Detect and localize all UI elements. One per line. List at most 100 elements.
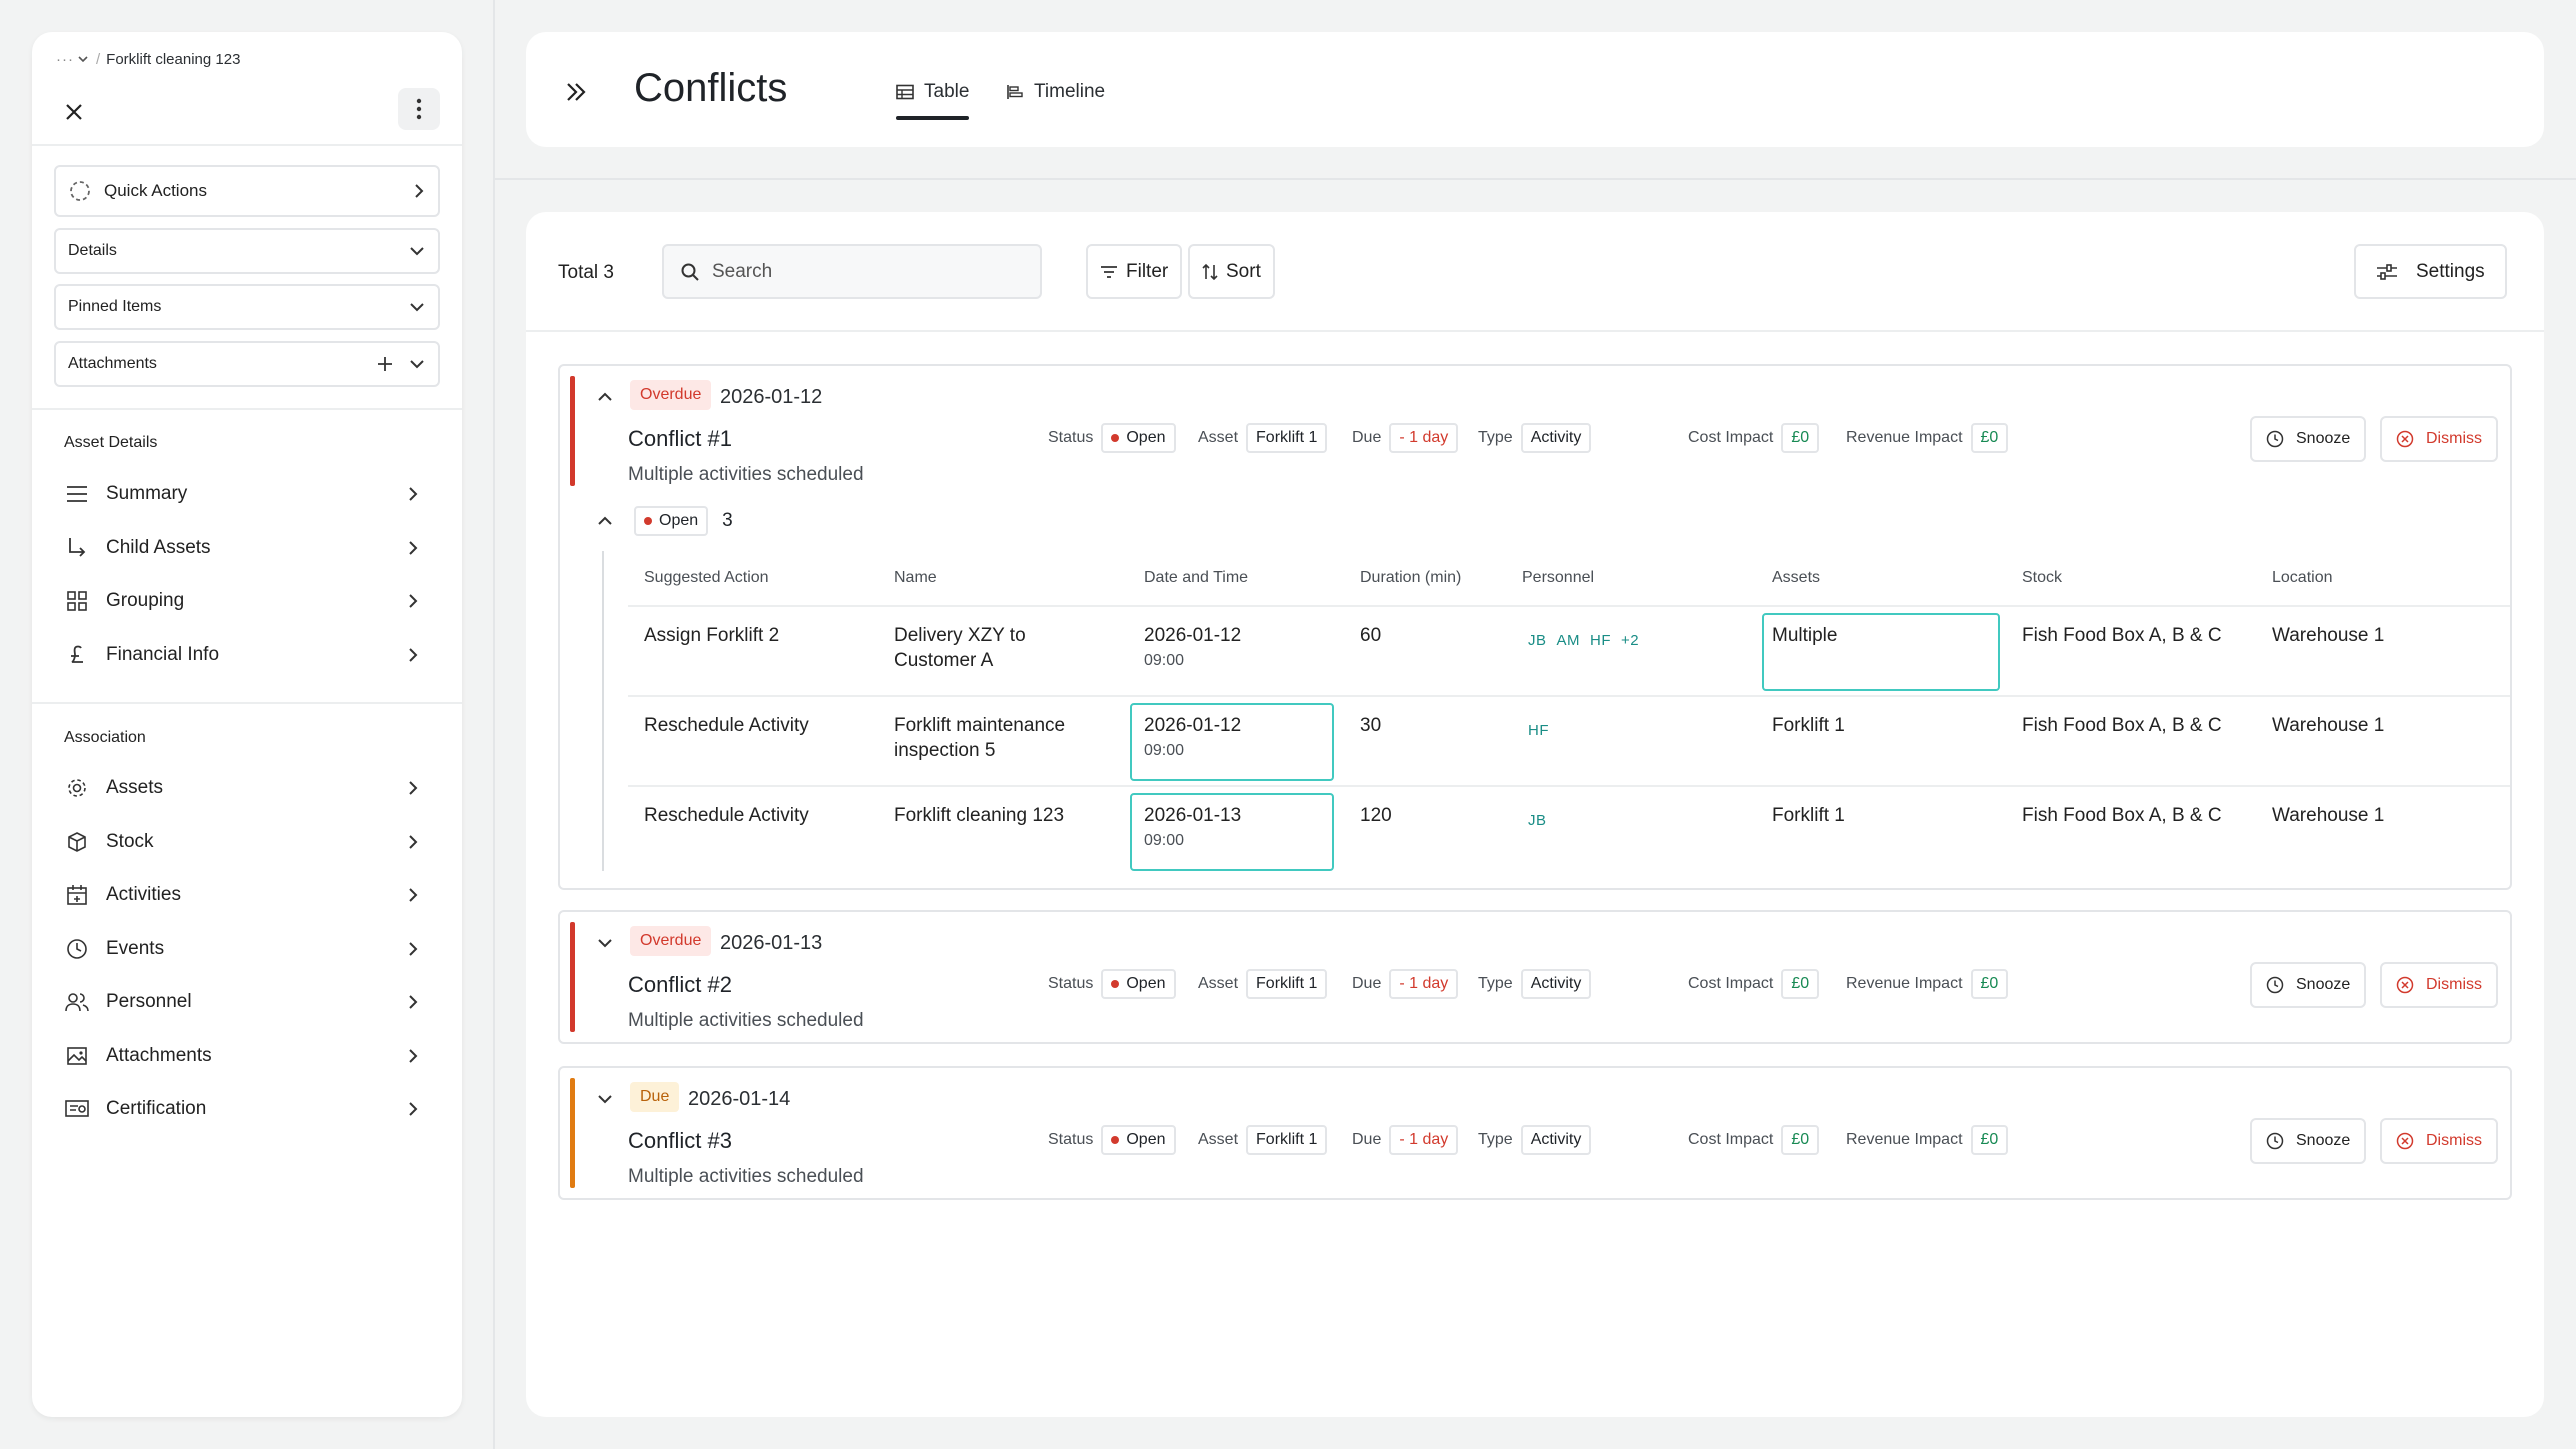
more-options-button[interactable] [398,88,440,130]
meta-cost: Cost Impact £0 [1688,1125,1820,1155]
meta-label: Asset [1198,429,1239,446]
personnel-avatar[interactable]: +2 [1621,632,1640,649]
sidebar-item-summary[interactable]: Summary [64,474,464,514]
snooze-button[interactable]: Snooze [2250,962,2367,1008]
meta-type: Type Activity [1478,969,1592,999]
cost-chip: £0 [1781,1125,1820,1155]
sidebar-item-label: Summary [106,483,188,504]
quick-actions-button[interactable]: Quick Actions [54,165,440,217]
expand-sidebar-icon[interactable] [556,72,596,112]
meta-label: Revenue Impact [1846,975,1963,992]
sidebar-item-attachments[interactable]: Attachments [64,1036,464,1076]
asset-details-heading: Asset Details [64,434,158,451]
status-badge: Overdue [630,380,712,410]
assets-value: Forklift 1 [1772,805,1845,826]
sidebar-item-certification[interactable]: Certification [64,1089,464,1129]
conflict-subtitle: Multiple activities scheduled [628,1166,864,1187]
sidebar-item-activities[interactable]: Activities [64,875,464,915]
column-header: Location [2272,569,2333,586]
close-icon[interactable] [52,90,96,134]
sort-button[interactable]: Sort [1188,244,1275,299]
page-title: Conflicts [634,66,788,110]
dismiss-button[interactable]: Dismiss [2380,416,2498,462]
date-cell-highlight[interactable] [1130,703,1334,781]
status-chip: Open [1101,1125,1176,1155]
chevron-down-icon[interactable] [408,357,426,371]
meta-label: Revenue Impact [1846,1131,1963,1148]
sidebar-item-grouping[interactable]: Grouping [64,581,464,621]
details-label: Details [68,242,117,259]
date-cell-highlight[interactable] [1130,793,1334,871]
sidebar-item-child-assets[interactable]: Child Assets [64,528,464,568]
filter-label: Filter [1126,260,1169,282]
assets-value: Forklift 1 [1772,715,1845,736]
type-chip: Activity [1520,1125,1592,1155]
chevron-right-icon [412,182,426,200]
dismiss-button[interactable]: Dismiss [2380,962,2498,1008]
table-row[interactable]: Assign Forklift 2 Delivery XZY to Custome… [628,607,2510,697]
plus-icon[interactable] [376,355,394,373]
meta-label: Asset [1198,1131,1239,1148]
table-row[interactable]: Reschedule Activity Forklift cleaning 12… [628,787,2510,877]
chevron-right-icon [406,646,420,664]
chevron-right-icon [406,485,420,503]
personnel-avatar[interactable]: HF [1590,632,1612,649]
filter-icon [1100,265,1118,279]
grid-icon [64,590,90,612]
meta-revenue: Revenue Impact £0 [1846,969,2009,999]
status-badge: Overdue [630,926,712,956]
revenue-chip: £0 [1970,1125,2009,1155]
personnel-avatar[interactable]: HF [1528,722,1549,739]
assets-cell-highlight[interactable] [1762,613,2000,691]
chevron-up-icon[interactable] [590,514,620,528]
expand-toggle[interactable] [590,928,620,958]
snooze-button[interactable]: Snooze [2250,1118,2367,1164]
revenue-chip: £0 [1970,969,2009,999]
sidebar-item-assets[interactable]: Assets [64,768,464,808]
dismiss-label: Dismiss [2426,430,2482,447]
search-icon [680,262,700,282]
meta-asset: Asset Forklift 1 [1198,969,1328,999]
dismiss-button[interactable]: Dismiss [2380,1118,2498,1164]
sidebar-item-stock[interactable]: Stock [64,822,464,862]
personnel-avatar[interactable]: AM [1556,632,1581,649]
personnel-avatar[interactable]: JB [1528,812,1547,829]
search-input[interactable]: Search [662,244,1042,299]
meta-label: Type [1478,1131,1513,1148]
sidebar-item-financial-info[interactable]: Financial Info [64,635,464,675]
conflict-subtitle: Multiple activities scheduled [628,464,864,485]
details-dropdown[interactable]: Details [54,228,440,274]
settings-button[interactable]: Settings [2354,244,2507,299]
chevron-right-icon [406,993,420,1011]
sidebar-item-label: Child Assets [106,536,211,558]
snooze-button[interactable]: Snooze [2250,416,2367,462]
chevron-right-icon [406,833,420,851]
attachments-dropdown[interactable]: Attachments [54,341,440,387]
expand-toggle[interactable] [590,1084,620,1114]
due-chip: - 1 day [1389,969,1459,999]
meta-label: Status [1048,429,1094,446]
sort-label: Sort [1226,260,1261,282]
breadcrumb-ellipsis[interactable]: ··· [56,50,74,68]
filter-button[interactable]: Filter [1086,244,1183,299]
personnel-avatar[interactable]: JB [1528,632,1547,649]
tab-table[interactable]: Table [896,72,970,120]
chevron-right-icon [406,539,420,557]
type-chip: Activity [1520,423,1592,453]
collapse-toggle[interactable] [590,382,620,412]
conflict-title: Conflict #2 [628,972,732,997]
pinned-items-dropdown[interactable]: Pinned Items [54,284,440,330]
breadcrumb: ··· / Forklift cleaning 123 [56,50,241,68]
sidebar-item-events[interactable]: Events [64,929,464,969]
chevron-down-icon[interactable] [76,52,90,66]
table-row[interactable]: Reschedule Activity Forklift maintenance… [628,697,2510,787]
chevron-right-icon [406,886,420,904]
sidebar-item-personnel[interactable]: Personnel [64,982,464,1022]
suggested-action: Assign Forklift 2 [644,625,780,646]
time-value: 09:00 [1144,742,1185,759]
conflict-card: Overdue 2026-01-13 Conflict #2 Multiple … [558,910,2512,1044]
tab-timeline[interactable]: Timeline [1006,72,1105,112]
meta-label: Revenue Impact [1846,429,1963,446]
meta-type: Type Activity [1478,423,1592,453]
meta-asset: Asset Forklift 1 [1198,423,1328,453]
